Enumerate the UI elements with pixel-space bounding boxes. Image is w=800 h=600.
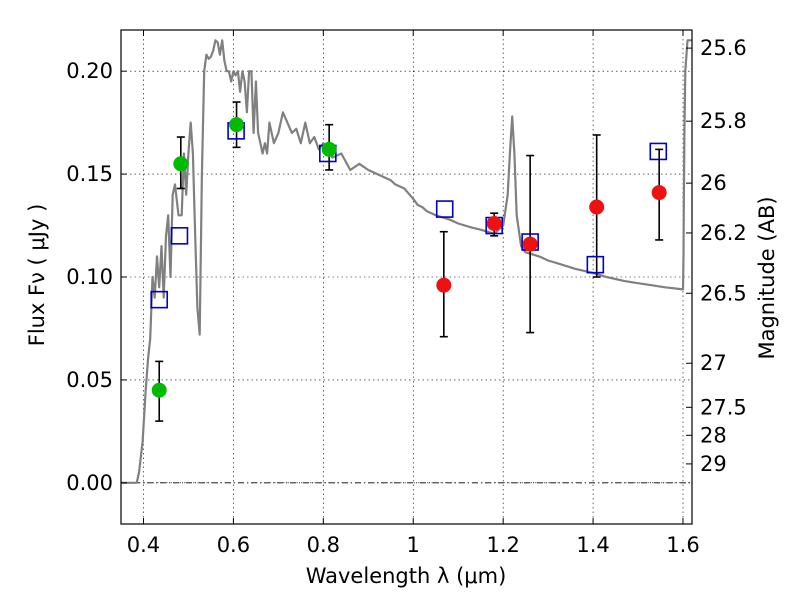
infrared-data-point: [589, 199, 605, 215]
infrared-data-point: [522, 236, 538, 252]
observed-photometry-markers: [151, 117, 667, 398]
optical-data-point: [151, 382, 167, 398]
error-bars: [155, 101, 664, 422]
y-axis-ticks: 0.00 0.05 0.10 0.15 0.20: [66, 59, 127, 495]
model-photometry-square: [649, 142, 668, 161]
x-tick-label: 1: [407, 533, 420, 557]
x-tick-label: 0.4: [127, 533, 160, 557]
x-axis-ticks: 0.4 0.6 0.8 1 1.2 1.4 1.6: [127, 30, 700, 557]
x-axis-label: Wavelength λ (μm): [306, 564, 507, 588]
y-tick-label: 0.05: [66, 368, 113, 392]
right-axis-label: Magnitude (AB): [755, 196, 779, 359]
model-spectrum-line: [121, 39, 692, 484]
y-tick-label: 0.00: [66, 471, 113, 495]
x-tick-label: 0.6: [217, 533, 250, 557]
right-tick-label: 29: [700, 452, 727, 476]
right-tick-label: 26.2: [700, 221, 747, 245]
infrared-data-point: [436, 277, 452, 293]
x-tick-label: 0.8: [307, 533, 340, 557]
model-photometry-markers: [150, 122, 668, 309]
x-tick-label: 1.4: [576, 533, 609, 557]
y-axis-label: Flux Fν ( μJy ): [25, 204, 49, 347]
y-tick-label: 0.15: [66, 162, 113, 186]
x-tick-label: 1.2: [486, 533, 519, 557]
right-axis-ticks: 25.6 25.8 26 26.2 26.5 27 27.5 28 29: [686, 36, 747, 476]
optical-data-point: [229, 117, 245, 133]
infrared-data-point: [651, 185, 667, 201]
infrared-data-point: [486, 215, 502, 231]
right-tick-label: 27: [700, 351, 727, 375]
model-spectrum: [121, 39, 692, 484]
optical-data-point: [321, 141, 337, 157]
model-photometry-square: [170, 227, 189, 245]
right-tick-label: 26: [700, 171, 727, 195]
model-photometry-square: [150, 290, 169, 309]
right-tick-label: 27.5: [700, 395, 747, 419]
model-photometry-square: [586, 255, 605, 274]
right-tick-label: 26.5: [700, 281, 747, 305]
y-tick-label: 0.10: [66, 265, 113, 289]
right-tick-label: 28: [700, 423, 727, 447]
y-tick-label: 0.20: [66, 59, 113, 83]
model-photometry-square: [435, 200, 454, 218]
x-tick-label: 1.6: [666, 533, 699, 557]
optical-data-point: [173, 156, 189, 172]
right-tick-label: 25.6: [700, 36, 747, 60]
right-tick-label: 25.8: [700, 109, 747, 133]
